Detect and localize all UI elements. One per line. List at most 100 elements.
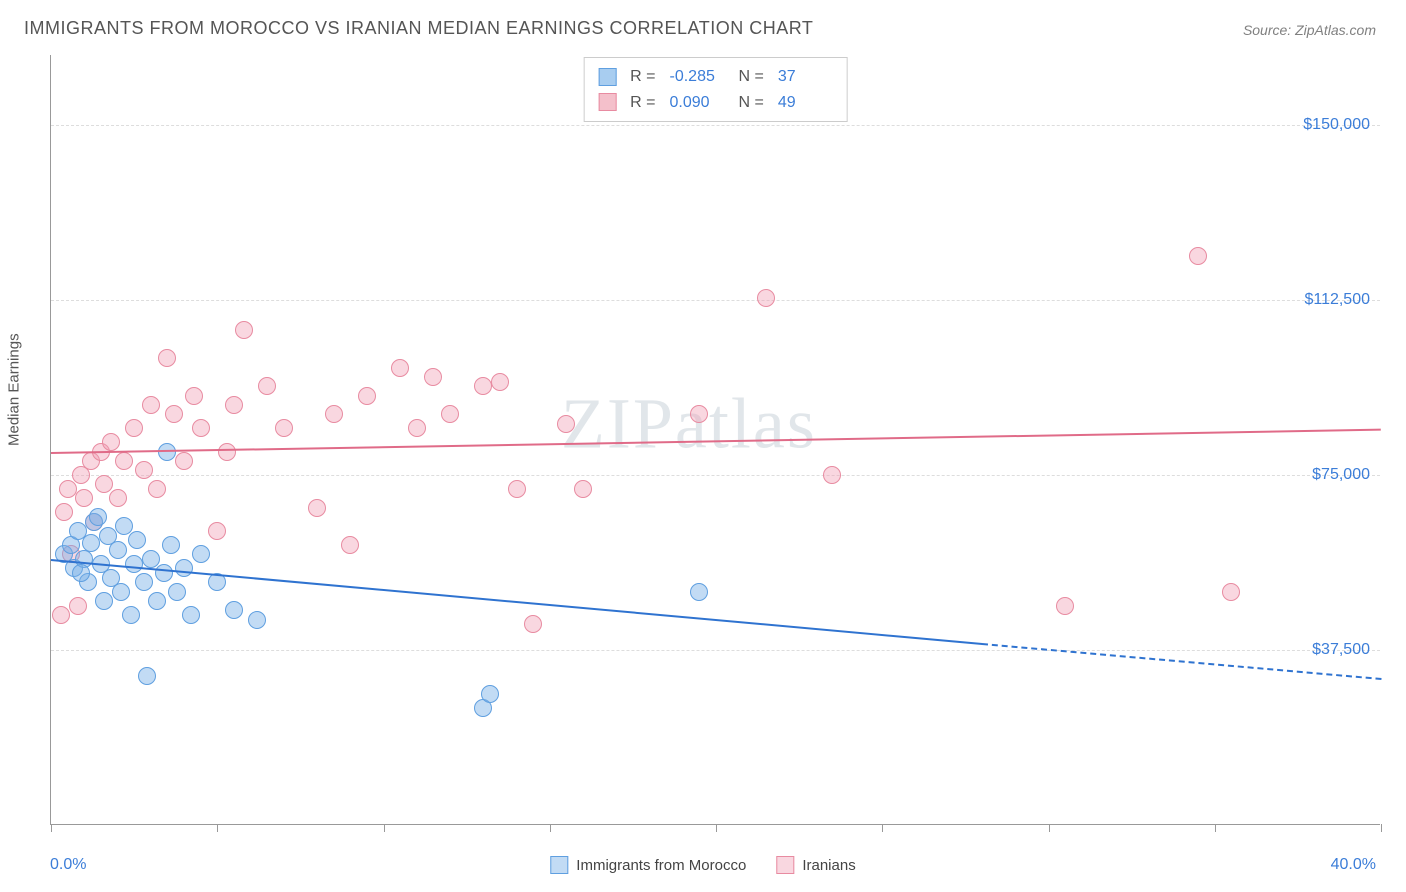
scatter-point-iranians — [557, 415, 575, 433]
y-tick-label: $150,000 — [1303, 116, 1370, 134]
grid-line — [51, 125, 1380, 126]
n-value: 37 — [778, 64, 833, 90]
scatter-point-iranians — [75, 489, 93, 507]
scatter-point-morocco — [95, 592, 113, 610]
scatter-point-morocco — [168, 583, 186, 601]
chart-title: IMMIGRANTS FROM MOROCCO VS IRANIAN MEDIA… — [24, 18, 813, 39]
scatter-point-iranians — [325, 405, 343, 423]
scatter-point-morocco — [148, 592, 166, 610]
x-tick — [882, 824, 883, 832]
scatter-point-iranians — [574, 480, 592, 498]
scatter-point-morocco — [192, 545, 210, 563]
source-credit: Source: ZipAtlas.com — [1243, 22, 1376, 38]
scatter-point-morocco — [481, 685, 499, 703]
scatter-point-morocco — [72, 564, 90, 582]
scatter-point-iranians — [192, 419, 210, 437]
scatter-point-morocco — [125, 555, 143, 573]
x-axis-max-label: 40.0% — [1331, 856, 1376, 874]
scatter-point-iranians — [235, 321, 253, 339]
scatter-point-iranians — [491, 373, 509, 391]
scatter-point-iranians — [52, 606, 70, 624]
y-tick-label: $112,500 — [1304, 291, 1370, 309]
n-label: N = — [739, 90, 764, 116]
x-tick — [384, 824, 385, 832]
scatter-point-iranians — [408, 419, 426, 437]
scatter-point-morocco — [225, 601, 243, 619]
scatter-point-iranians — [69, 597, 87, 615]
grid-line — [51, 650, 1380, 651]
x-tick — [51, 824, 52, 832]
y-axis-label: Median Earnings — [6, 333, 23, 446]
r-value: 0.090 — [670, 90, 725, 116]
scatter-point-morocco — [690, 583, 708, 601]
legend-swatch-icon — [598, 68, 616, 86]
scatter-point-morocco — [155, 564, 173, 582]
legend-label-morocco: Immigrants from Morocco — [576, 857, 746, 874]
scatter-point-iranians — [158, 349, 176, 367]
scatter-point-morocco — [109, 541, 127, 559]
scatter-point-iranians — [524, 615, 542, 633]
scatter-point-morocco — [248, 611, 266, 629]
scatter-point-iranians — [757, 289, 775, 307]
x-tick — [550, 824, 551, 832]
trend-line-morocco — [51, 559, 982, 645]
scatter-point-morocco — [182, 606, 200, 624]
x-tick — [1381, 824, 1382, 832]
scatter-point-iranians — [225, 396, 243, 414]
correlation-legend: R =-0.285N =37R =0.090N =49 — [583, 57, 848, 122]
y-tick-label: $75,000 — [1312, 466, 1370, 484]
scatter-point-iranians — [341, 536, 359, 554]
legend-item-iranians: Iranians — [776, 856, 855, 874]
scatter-point-iranians — [258, 377, 276, 395]
scatter-point-iranians — [208, 522, 226, 540]
scatter-point-morocco — [135, 573, 153, 591]
scatter-point-iranians — [358, 387, 376, 405]
scatter-point-iranians — [135, 461, 153, 479]
scatter-point-iranians — [185, 387, 203, 405]
grid-line — [51, 300, 1380, 301]
r-label: R = — [630, 64, 655, 90]
correlation-legend-row: R =-0.285N =37 — [598, 64, 833, 90]
scatter-point-iranians — [59, 480, 77, 498]
scatter-point-morocco — [112, 583, 130, 601]
scatter-point-iranians — [55, 503, 73, 521]
scatter-point-iranians — [142, 396, 160, 414]
scatter-point-iranians — [102, 433, 120, 451]
scatter-point-iranians — [1222, 583, 1240, 601]
scatter-point-iranians — [275, 419, 293, 437]
scatter-point-morocco — [175, 559, 193, 577]
correlation-legend-row: R = 0.090 N = 49 — [598, 90, 833, 116]
scatter-point-iranians — [109, 489, 127, 507]
x-tick — [1215, 824, 1216, 832]
scatter-point-iranians — [95, 475, 113, 493]
scatter-point-iranians — [218, 443, 236, 461]
scatter-point-iranians — [308, 499, 326, 517]
x-tick — [1049, 824, 1050, 832]
scatter-point-iranians — [823, 466, 841, 484]
scatter-point-morocco — [128, 531, 146, 549]
r-label: R = — [630, 90, 655, 116]
scatter-point-iranians — [125, 419, 143, 437]
scatter-point-iranians — [508, 480, 526, 498]
scatter-point-iranians — [690, 405, 708, 423]
scatter-point-iranians — [165, 405, 183, 423]
x-tick — [716, 824, 717, 832]
n-label: N = — [739, 64, 764, 90]
scatter-point-iranians — [424, 368, 442, 386]
scatter-point-iranians — [1189, 247, 1207, 265]
scatter-point-iranians — [391, 359, 409, 377]
series-legend: Immigrants from Morocco Iranians — [550, 856, 855, 874]
x-axis-min-label: 0.0% — [50, 856, 86, 874]
x-tick — [217, 824, 218, 832]
legend-item-morocco: Immigrants from Morocco — [550, 856, 746, 874]
legend-swatch-iranians — [776, 856, 794, 874]
legend-swatch-morocco — [550, 856, 568, 874]
n-value: 49 — [778, 90, 833, 116]
scatter-point-morocco — [89, 508, 107, 526]
legend-label-iranians: Iranians — [802, 857, 855, 874]
scatter-point-iranians — [148, 480, 166, 498]
scatter-point-iranians — [115, 452, 133, 470]
scatter-point-morocco — [138, 667, 156, 685]
watermark-text: ZIPatlas — [561, 383, 817, 466]
scatter-point-morocco — [162, 536, 180, 554]
